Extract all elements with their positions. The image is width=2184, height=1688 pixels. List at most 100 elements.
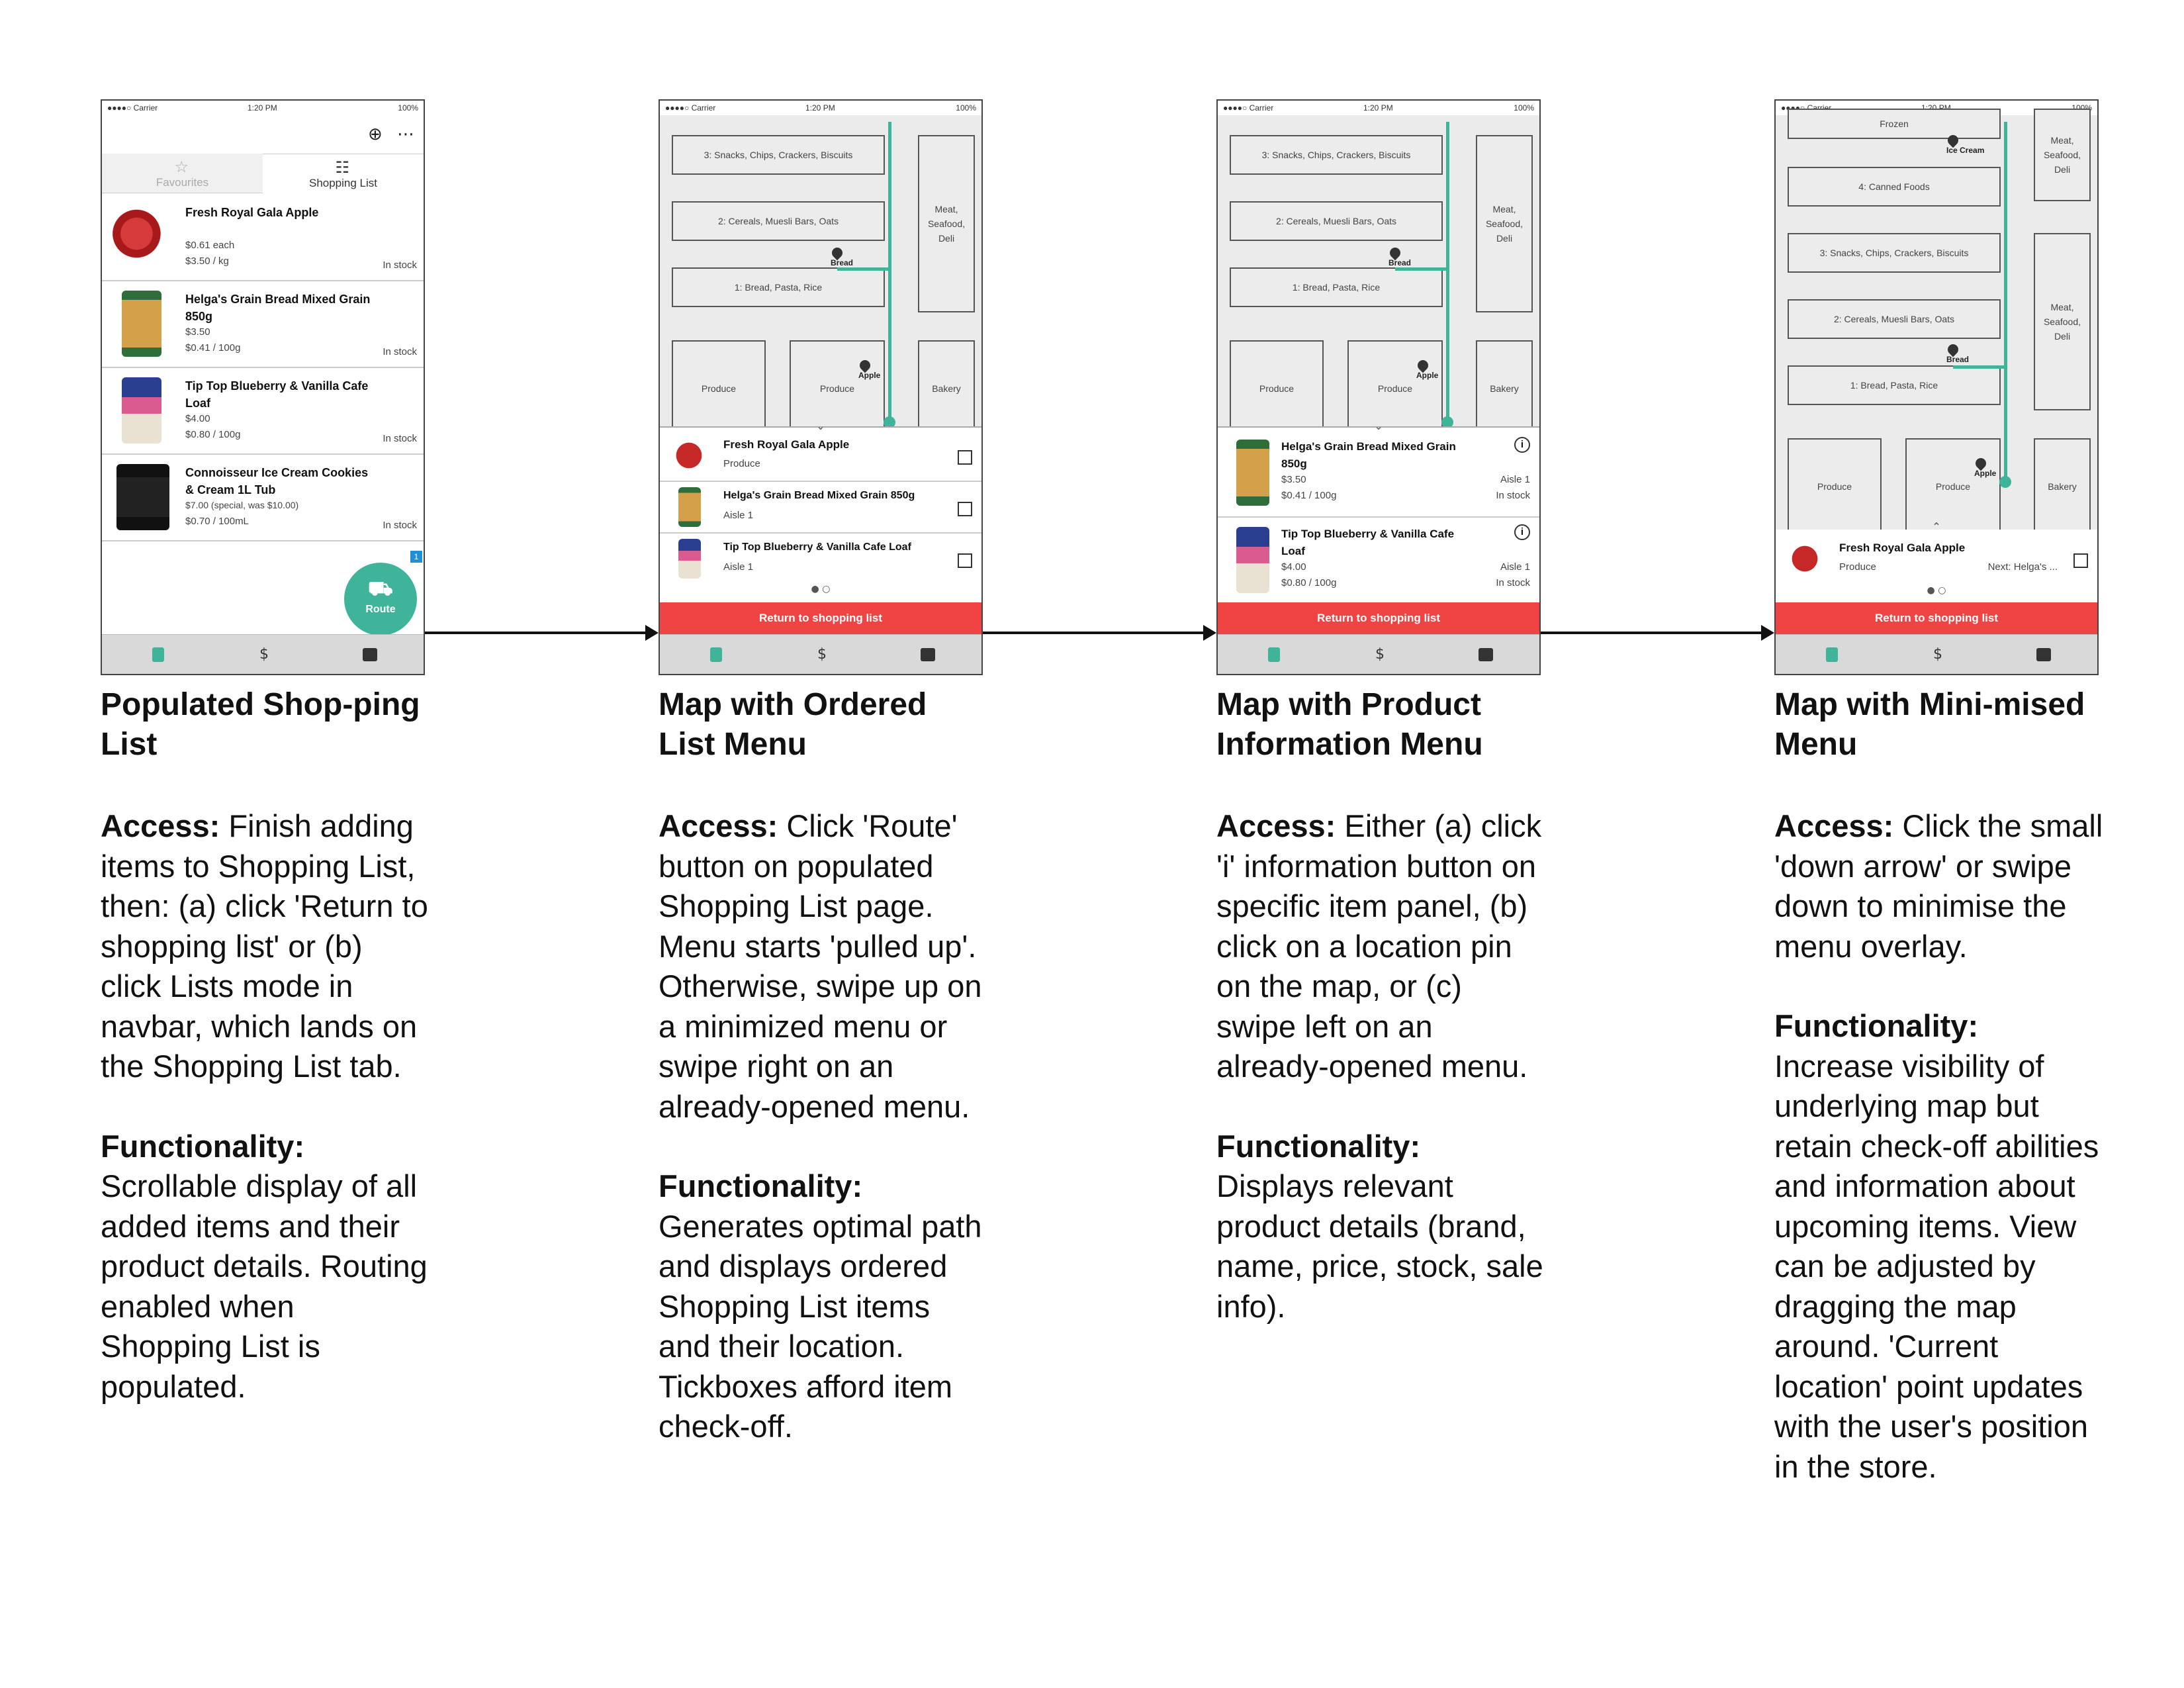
- aisle-cereals[interactable]: 2: Cereals, Muesli Bars, Oats: [1788, 299, 2001, 339]
- section-produce-right[interactable]: Produce: [1905, 438, 2001, 535]
- store-map[interactable]: 3: Snacks, Chips, Crackers, Biscuits 2: …: [660, 115, 981, 459]
- pin-icecream[interactable]: Ice Cream: [1945, 132, 1984, 155]
- current-location-dot: [884, 416, 895, 428]
- product-card[interactable]: Helga's Grain Bread Mixed Grain 850g $3.…: [1218, 430, 1539, 518]
- list-row[interactable]: Tip Top Blueberry & Vanilla Cafe Loaf Ai…: [660, 534, 981, 585]
- section-bakery[interactable]: Bakery: [918, 340, 975, 437]
- nav-prices[interactable]: $: [255, 646, 273, 663]
- item-price: $4.00: [185, 413, 210, 424]
- tab-favourites[interactable]: ☆ Favourites: [102, 154, 263, 193]
- item-name: Connoisseur Ice Cream Cookies & Cream 1L…: [185, 466, 369, 496]
- checkbox[interactable]: [2073, 553, 2088, 568]
- aisle-snacks[interactable]: 3: Snacks, Chips, Crackers, Biscuits: [1788, 233, 2001, 273]
- section-produce-left[interactable]: Produce: [1230, 340, 1324, 437]
- section-meat[interactable]: Meat, Seafood, Deli: [1476, 135, 1533, 312]
- more-icon[interactable]: ⋯: [397, 124, 414, 144]
- checkbox[interactable]: [958, 553, 972, 568]
- section-produce-left[interactable]: Produce: [672, 340, 766, 437]
- store-map[interactable]: Frozen 4: Canned Foods 3: Snacks, Chips,…: [1776, 109, 2097, 545]
- list-item[interactable]: Helga's Grain Bread Mixed Grain 850g $3.…: [102, 281, 424, 368]
- nav-account[interactable]: [2035, 646, 2052, 663]
- pin-apple[interactable]: Apple: [857, 357, 880, 380]
- aisle-bread[interactable]: 1: Bread, Pasta, Rice: [672, 267, 885, 307]
- section-produce-right[interactable]: Produce: [790, 340, 885, 437]
- nav-lists[interactable]: [707, 646, 725, 663]
- functionality-label: Functionality:: [1216, 1128, 1421, 1164]
- flow-arrow-head: [1761, 625, 1774, 641]
- route-badge: 1: [410, 551, 422, 563]
- route-button[interactable]: ⛟ Route: [344, 563, 417, 635]
- apple-image: [111, 204, 175, 270]
- checkbox[interactable]: [958, 502, 972, 516]
- list-icon: ☷: [335, 158, 350, 177]
- aisle-cereals[interactable]: 2: Cereals, Muesli Bars, Oats: [672, 201, 885, 241]
- star-icon: ☆: [174, 158, 189, 176]
- section-meat-top[interactable]: Meat, Seafood, Deli: [2034, 109, 2091, 201]
- list-row[interactable]: Fresh Royal Gala Apple Produce Next: Hel…: [1776, 534, 2097, 585]
- pin-bread[interactable]: Bread: [1945, 342, 1969, 364]
- info-icon[interactable]: i: [1514, 437, 1530, 453]
- carrier-label: ●●●●○ Carrier: [107, 103, 158, 113]
- pin-bread[interactable]: Bread: [1387, 245, 1411, 267]
- phone-shopping-list: ●●●●○ Carrier 1:20 PM 100% ⊕ ⋯ ☆ Favouri…: [101, 99, 425, 675]
- bread-image: [678, 487, 701, 527]
- carrier-label: ●●●●○ Carrier: [1223, 103, 1274, 113]
- nav-lists[interactable]: [150, 646, 167, 663]
- nav-prices[interactable]: $: [813, 646, 831, 663]
- return-to-list-button[interactable]: Return to shopping list: [660, 602, 981, 634]
- aisle-cereals[interactable]: 2: Cereals, Muesli Bars, Oats: [1230, 201, 1443, 241]
- caption-body: Access: Finish adding items to Shopping …: [101, 806, 432, 1446]
- access-label: Access:: [101, 808, 220, 843]
- item-price: $7.00 (special, was $10.00): [185, 500, 299, 510]
- section-bakery[interactable]: Bakery: [1476, 340, 1533, 437]
- section-meat[interactable]: Meat, Seafood, Deli: [918, 135, 975, 312]
- section-produce-right[interactable]: Produce: [1347, 340, 1443, 437]
- row-name: Helga's Grain Bread Mixed Grain 850g: [723, 490, 915, 501]
- list-item[interactable]: Fresh Royal Gala Apple $0.61 each $3.50 …: [102, 195, 424, 281]
- aisle-bread[interactable]: 1: Bread, Pasta, Rice: [1788, 365, 2001, 405]
- nav-account[interactable]: [919, 646, 936, 663]
- aisle-bread[interactable]: 1: Bread, Pasta, Rice: [1230, 267, 1443, 307]
- caption-title: Map with Ordered List Menu: [659, 687, 927, 762]
- current-location-dot: [1441, 416, 1453, 428]
- product-card[interactable]: Tip Top Blueberry & Vanilla Cafe Loaf $4…: [1218, 518, 1539, 605]
- section-frozen[interactable]: Frozen: [1788, 109, 2001, 139]
- list-row[interactable]: Helga's Grain Bread Mixed Grain 850g Ais…: [660, 482, 981, 534]
- add-icon[interactable]: ⊕: [367, 124, 383, 144]
- list-item[interactable]: Connoisseur Ice Cream Cookies & Cream 1L…: [102, 455, 424, 541]
- return-to-list-button[interactable]: Return to shopping list: [1218, 602, 1539, 634]
- aisle-canned[interactable]: 4: Canned Foods: [1788, 167, 2001, 207]
- product-name: Helga's Grain Bread Mixed Grain 850g: [1281, 440, 1456, 470]
- battery-label: 100%: [1514, 103, 1534, 113]
- pin-bread[interactable]: Bread: [829, 245, 853, 267]
- chevron-down-icon[interactable]: ⌄: [816, 420, 825, 432]
- checkbox[interactable]: [958, 450, 972, 465]
- item-name: Fresh Royal Gala Apple: [185, 206, 319, 219]
- return-to-list-button[interactable]: Return to shopping list: [1776, 602, 2097, 634]
- pin-apple[interactable]: Apple: [1973, 455, 1996, 478]
- clipboard-icon: [710, 647, 722, 662]
- aisle-snacks[interactable]: 3: Snacks, Chips, Crackers, Biscuits: [1230, 135, 1443, 175]
- section-meat[interactable]: Meat, Seafood, Deli: [2034, 233, 2091, 410]
- chevron-up-icon[interactable]: ⌃: [1932, 520, 1941, 533]
- list-item[interactable]: Tip Top Blueberry & Vanilla Cafe Loaf $4…: [102, 368, 424, 455]
- nav-lists[interactable]: [1265, 646, 1283, 663]
- section-bakery[interactable]: Bakery: [2034, 438, 2091, 535]
- store-map[interactable]: 3: Snacks, Chips, Crackers, Biscuits 2: …: [1218, 115, 1539, 459]
- nav-prices[interactable]: $: [1929, 646, 1946, 663]
- nav-account[interactable]: [361, 646, 379, 663]
- item-stock: In stock: [383, 520, 417, 531]
- status-bar: ●●●●○ Carrier 1:20 PM 100%: [1218, 101, 1539, 115]
- info-icon[interactable]: i: [1514, 524, 1530, 540]
- dollar-icon: $: [259, 646, 269, 663]
- tab-shopping-list[interactable]: ☷ Shopping List: [263, 154, 424, 193]
- nav-account[interactable]: [1477, 646, 1494, 663]
- pin-apple[interactable]: Apple: [1415, 357, 1438, 380]
- list-row[interactable]: Fresh Royal Gala Apple Produce: [660, 430, 981, 482]
- item-stock: In stock: [383, 433, 417, 444]
- nav-lists[interactable]: [1823, 646, 1841, 663]
- aisle-snacks[interactable]: 3: Snacks, Chips, Crackers, Biscuits: [672, 135, 885, 175]
- access-text: Click 'Route' button on populated Shoppi…: [659, 808, 982, 1124]
- nav-prices[interactable]: $: [1371, 646, 1388, 663]
- chevron-down-icon[interactable]: ⌄: [1374, 420, 1383, 432]
